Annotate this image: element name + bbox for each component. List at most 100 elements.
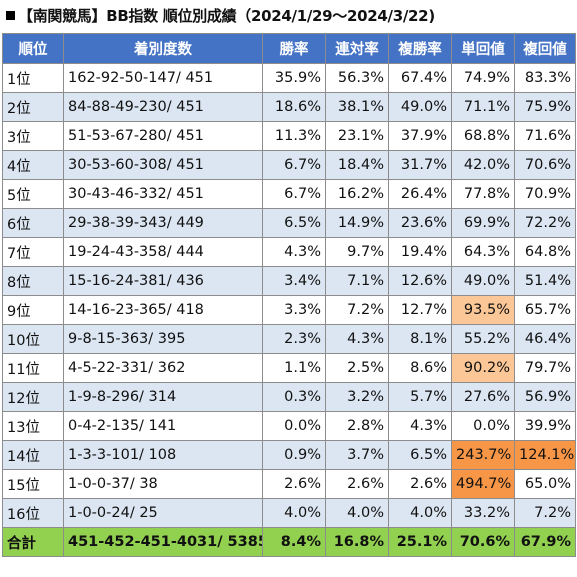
cell-rank: 12位	[2, 382, 64, 412]
cell-win-return: 55.2%	[451, 324, 515, 354]
table-row: 3位 51-53-67-280/ 451 11.3% 23.1% 37.9% 68.8% 7…	[2, 121, 576, 151]
cell-quinella-rate: 9.7%	[325, 237, 389, 267]
cell-place-rate: 31.7%	[388, 150, 452, 180]
header-row: 順位 着別度数 勝率 連対率 複勝率 単回値 複回値	[2, 33, 576, 64]
cell-place-rate: 6.5%	[388, 440, 452, 470]
table-row: 13位 0-4-2-135/ 141 0.0% 2.8% 4.3% 0.0% 39.9%	[2, 411, 576, 441]
cell-record: 30-53-60-308/ 451	[63, 150, 263, 180]
cell-quinella-rate: 7.1%	[325, 266, 389, 296]
cell-win-return: 74.9%	[451, 63, 515, 93]
cell-win-rate: 11.3%	[262, 121, 326, 151]
cell-win-return: 90.2%	[451, 353, 515, 383]
cell-place-rate: 49.0%	[388, 92, 452, 122]
cell-rank: 2位	[2, 92, 64, 122]
cell-record: 162-92-50-147/ 451	[63, 63, 263, 93]
cell-win-return: 243.7%	[451, 440, 515, 470]
table-row: 9位 14-16-23-365/ 418 3.3% 7.2% 12.7% 93.5% 65.…	[2, 295, 576, 325]
cell-win-return: 494.7%	[451, 469, 515, 499]
cell-win-rate: 0.0%	[262, 411, 326, 441]
cell-rank: 7位	[2, 237, 64, 267]
cell-place-rate: 4.3%	[388, 411, 452, 441]
table-row: 12位 1-9-8-296/ 314 0.3% 3.2% 5.7% 27.6% 56.9%	[2, 382, 576, 412]
total-cell-quinella-rate: 16.8%	[325, 527, 389, 557]
cell-place-return: 65.0%	[514, 469, 576, 499]
cell-record: 0-4-2-135/ 141	[63, 411, 263, 441]
cell-rank: 4位	[2, 150, 64, 180]
cell-quinella-rate: 38.1%	[325, 92, 389, 122]
cell-place-rate: 8.6%	[388, 353, 452, 383]
cell-rank: 6位	[2, 208, 64, 238]
cell-quinella-rate: 16.2%	[325, 179, 389, 209]
cell-place-return: 124.1%	[514, 440, 576, 470]
cell-quinella-rate: 14.9%	[325, 208, 389, 238]
cell-place-return: 71.6%	[514, 121, 576, 151]
cell-record: 30-43-46-332/ 451	[63, 179, 263, 209]
cell-win-rate: 3.4%	[262, 266, 326, 296]
cell-place-return: 46.4%	[514, 324, 576, 354]
cell-record: 29-38-39-343/ 449	[63, 208, 263, 238]
header-record: 着別度数	[63, 33, 263, 64]
total-cell-rank: 合計	[2, 527, 64, 557]
cell-place-rate: 2.6%	[388, 469, 452, 499]
table-row: 15位 1-0-0-37/ 38 2.6% 2.6% 2.6% 494.7% 65.0%	[2, 469, 576, 499]
cell-place-rate: 4.0%	[388, 498, 452, 528]
cell-quinella-rate: 2.5%	[325, 353, 389, 383]
cell-win-rate: 6.5%	[262, 208, 326, 238]
table-row: 5位 30-43-46-332/ 451 6.7% 16.2% 26.4% 77.8% 70…	[2, 179, 576, 209]
cell-win-return: 42.0%	[451, 150, 515, 180]
total-cell-place-return: 67.9%	[514, 527, 576, 557]
cell-rank: 3位	[2, 121, 64, 151]
table-row: 14位 1-3-3-101/ 108 0.9% 3.7% 6.5% 243.7% 124.1…	[2, 440, 576, 470]
cell-place-rate: 12.7%	[388, 295, 452, 325]
cell-rank: 8位	[2, 266, 64, 296]
cell-record: 84-88-49-230/ 451	[63, 92, 263, 122]
cell-win-return: 77.8%	[451, 179, 515, 209]
total-row: 合計 451-452-451-4031/ 5385 8.4% 16.8% 25.1% 70…	[2, 527, 576, 557]
total-cell-record: 451-452-451-4031/ 5385	[63, 527, 263, 557]
cell-win-rate: 0.9%	[262, 440, 326, 470]
cell-place-rate: 26.4%	[388, 179, 452, 209]
cell-quinella-rate: 4.0%	[325, 498, 389, 528]
cell-win-rate: 6.7%	[262, 150, 326, 180]
cell-record: 14-16-23-365/ 418	[63, 295, 263, 325]
header-win-return: 単回値	[451, 33, 515, 64]
table-row: 4位 30-53-60-308/ 451 6.7% 18.4% 31.7% 42.0% 70…	[2, 150, 576, 180]
bullet-square-icon	[6, 11, 15, 20]
cell-win-rate: 1.1%	[262, 353, 326, 383]
cell-place-rate: 12.6%	[388, 266, 452, 296]
title-text: 【南関競馬】BB指数 順位別成績（2024/1/29～2024/3/22)	[18, 7, 435, 25]
table-row: 6位 29-38-39-343/ 449 6.5% 14.9% 23.6% 69.9% 72…	[2, 208, 576, 238]
cell-place-return: 64.8%	[514, 237, 576, 267]
cell-quinella-rate: 2.8%	[325, 411, 389, 441]
cell-win-return: 93.5%	[451, 295, 515, 325]
cell-place-rate: 23.6%	[388, 208, 452, 238]
cell-record: 9-8-15-363/ 395	[63, 324, 263, 354]
cell-place-return: 70.6%	[514, 150, 576, 180]
cell-rank: 15位	[2, 469, 64, 499]
cell-place-return: 72.2%	[514, 208, 576, 238]
cell-record: 51-53-67-280/ 451	[63, 121, 263, 151]
cell-quinella-rate: 4.3%	[325, 324, 389, 354]
table-row: 11位 4-5-22-331/ 362 1.1% 2.5% 8.6% 90.2% 79.7%	[2, 353, 576, 383]
cell-place-rate: 5.7%	[388, 382, 452, 412]
cell-rank: 14位	[2, 440, 64, 470]
cell-record: 1-0-0-24/ 25	[63, 498, 263, 528]
header-place-rate: 複勝率	[388, 33, 452, 64]
cell-record: 1-9-8-296/ 314	[63, 382, 263, 412]
header-quinella-rate: 連対率	[325, 33, 389, 64]
cell-win-return: 0.0%	[451, 411, 515, 441]
results-table: 順位 着別度数 勝率 連対率 複勝率 単回値 複回値 1位 162-92-50-1…	[2, 33, 576, 557]
cell-place-return: 65.7%	[514, 295, 576, 325]
table-row: 16位 1-0-0-24/ 25 4.0% 4.0% 4.0% 33.2% 7.2%	[2, 498, 576, 528]
total-cell-win-rate: 8.4%	[262, 527, 326, 557]
cell-win-return: 64.3%	[451, 237, 515, 267]
table-row: 10位 9-8-15-363/ 395 2.3% 4.3% 8.1% 55.2% 46.4%	[2, 324, 576, 354]
cell-rank: 10位	[2, 324, 64, 354]
cell-win-rate: 35.9%	[262, 63, 326, 93]
cell-rank: 11位	[2, 353, 64, 383]
cell-record: 15-16-24-381/ 436	[63, 266, 263, 296]
table-title: 【南関競馬】BB指数 順位別成績（2024/1/29～2024/3/22)	[0, 0, 577, 33]
cell-quinella-rate: 18.4%	[325, 150, 389, 180]
total-cell-place-rate: 25.1%	[388, 527, 452, 557]
cell-place-return: 75.9%	[514, 92, 576, 122]
